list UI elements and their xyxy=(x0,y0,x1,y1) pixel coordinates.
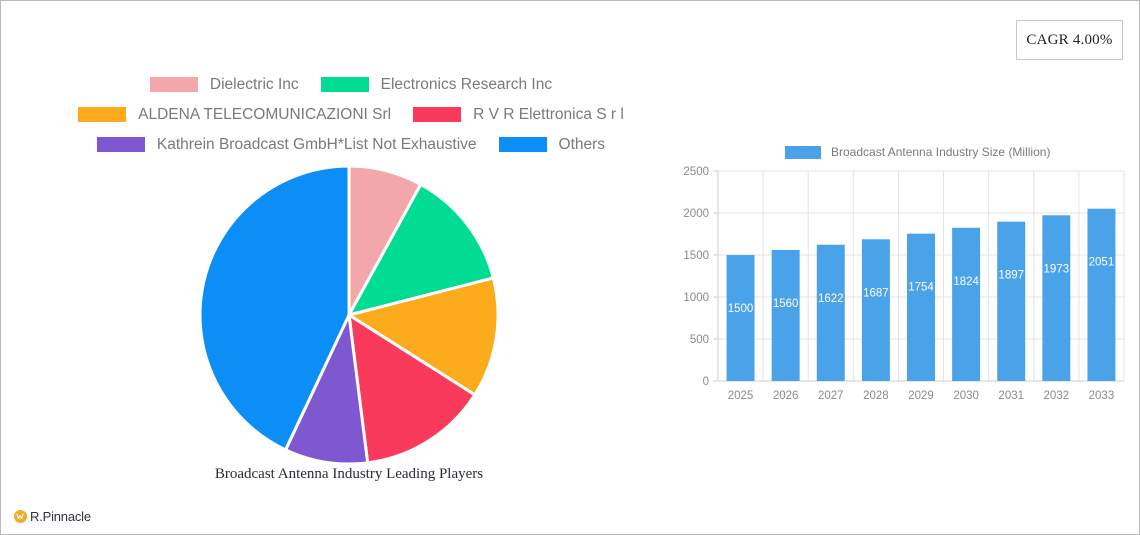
bar[interactable] xyxy=(997,221,1026,381)
w-monogram-icon xyxy=(14,510,27,523)
cagr-badge-label: CAGR 4.00% xyxy=(1026,31,1113,48)
pie-legend: Dielectric Inc Electronics Research Inc … xyxy=(1,73,701,163)
y-axis-tick-label: 1500 xyxy=(683,250,709,262)
bar-value-label: 1824 xyxy=(953,276,979,288)
y-axis-tick-label: 2000 xyxy=(683,208,709,220)
x-axis-tick-label: 2029 xyxy=(908,390,934,402)
bar[interactable] xyxy=(771,249,800,381)
bar[interactable] xyxy=(816,244,845,381)
pie-chart-title: Broadcast Antenna Industry Leading Playe… xyxy=(214,466,484,482)
x-axis-tick-label: 2032 xyxy=(1044,390,1070,402)
bar-chart-svg: 0 500 1000 1500 2000 2500 1500 2025 1560 2026 1622… xyxy=(683,166,1125,402)
legend-swatch-icon xyxy=(96,137,145,152)
bar-value-label: 1973 xyxy=(1044,263,1070,275)
x-axis-tick-label: 2027 xyxy=(818,390,844,402)
bar-value-label: 1754 xyxy=(908,282,934,294)
bar-value-label: 1897 xyxy=(998,270,1024,282)
x-axis-tick-label: 2025 xyxy=(728,390,754,402)
pie-legend-label: ALDENA TELECOMUNICAZIONI Srl xyxy=(138,105,392,123)
pie-legend-item-dielectric[interactable]: Dielectric Inc xyxy=(149,75,299,94)
pie-legend-item-aldena[interactable]: ALDENA TELECOMUNICAZIONI Srl xyxy=(78,106,391,124)
pie-legend-item-rvr[interactable]: R V R Elettronica S r l xyxy=(413,106,624,124)
bar-value-label: 1560 xyxy=(773,298,799,310)
bar[interactable] xyxy=(726,255,755,381)
bar[interactable] xyxy=(1087,208,1116,381)
y-axis-tick-label: 0 xyxy=(703,376,709,388)
pie-legend-label: Electronics Research Inc xyxy=(380,75,553,93)
bar-value-label: 1687 xyxy=(863,287,889,299)
bar[interactable] xyxy=(907,233,935,381)
pie-legend-label: Others xyxy=(558,135,606,153)
pie-slice[interactable] xyxy=(346,182,496,318)
pie-legend-row: Dielectric Inc Electronics Research Inc xyxy=(1,73,701,96)
x-axis-tick-label: 2033 xyxy=(1089,390,1115,402)
pie-legend-item-others[interactable]: Others xyxy=(498,135,606,154)
bar-value-label: 1622 xyxy=(818,293,844,305)
x-axis-tick-label: 2028 xyxy=(863,390,889,402)
legend-swatch-icon xyxy=(149,77,198,92)
bar-chart: Broadcast Antenna Industry Size (Million… xyxy=(673,143,1133,413)
legend-swatch-icon xyxy=(785,145,821,159)
legend-swatch-icon xyxy=(320,77,369,92)
pie-slice[interactable] xyxy=(347,312,477,465)
pie-legend-label: R V R Elettronica S r l xyxy=(473,105,624,123)
watermark-label: R.Pinnacle xyxy=(30,509,91,524)
pie-slice[interactable] xyxy=(345,276,499,397)
x-axis-tick-label: 2031 xyxy=(998,390,1024,402)
pie-legend-label: Dielectric Inc xyxy=(209,75,299,93)
x-axis-tick-label: 2026 xyxy=(773,390,799,402)
pie-chart xyxy=(199,165,499,465)
pie-legend-row: Kathrein Broadcast GmbH*List Not Exhaust… xyxy=(1,133,701,156)
pie-slice[interactable] xyxy=(199,165,351,452)
pie-legend-row: ALDENA TELECOMUNICAZIONI Srl R V R Elett… xyxy=(1,103,701,126)
legend-swatch-icon xyxy=(78,107,127,122)
pie-slice[interactable] xyxy=(283,309,370,465)
watermark: R.Pinnacle xyxy=(14,509,91,524)
y-axis-tick-label: 500 xyxy=(690,334,709,346)
legend-swatch-icon xyxy=(498,137,547,152)
bar[interactable] xyxy=(952,227,981,381)
x-axis-tick-label: 2030 xyxy=(953,390,979,402)
y-axis-tick-label: 2500 xyxy=(683,166,709,178)
pie-legend-label: Kathrein Broadcast GmbH*List Not Exhaust… xyxy=(156,135,477,153)
pie-chart-svg xyxy=(199,165,499,465)
pie-legend-item-electronics-research[interactable]: Electronics Research Inc xyxy=(320,75,553,94)
bar[interactable] xyxy=(1042,215,1071,381)
bar-value-label: 2051 xyxy=(1089,257,1115,269)
cagr-badge: CAGR 4.00% xyxy=(1016,20,1123,60)
bar-legend-label: Broadcast Antenna Industry Size (Million… xyxy=(831,145,1051,159)
pie-legend-item-kathrein[interactable]: Kathrein Broadcast GmbH*List Not Exhaust… xyxy=(96,135,477,154)
legend-swatch-icon xyxy=(413,107,462,122)
bar-chart-legend[interactable]: Broadcast Antenna Industry Size (Million… xyxy=(785,145,1050,159)
bar-value-label: 1500 xyxy=(728,303,754,315)
bar[interactable] xyxy=(861,239,890,381)
y-axis-tick-label: 1000 xyxy=(683,292,709,304)
